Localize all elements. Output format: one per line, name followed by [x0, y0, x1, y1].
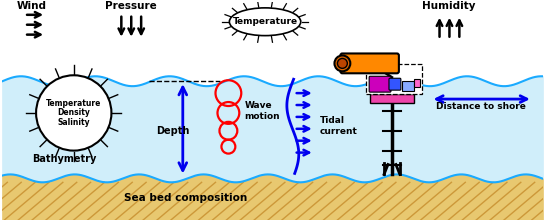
Text: Tidal
current: Tidal current: [319, 116, 358, 136]
Bar: [414, 79, 420, 87]
Bar: [402, 81, 414, 91]
Text: Bathymetry: Bathymetry: [32, 154, 96, 163]
FancyBboxPatch shape: [341, 53, 399, 73]
Circle shape: [36, 75, 111, 151]
Text: Salinity: Salinity: [57, 118, 90, 127]
Bar: [370, 94, 414, 103]
Text: Wind: Wind: [17, 1, 47, 11]
Text: Temperature: Temperature: [46, 99, 101, 108]
Text: Pressure: Pressure: [105, 1, 157, 11]
Ellipse shape: [229, 8, 301, 36]
Text: Density: Density: [57, 108, 90, 117]
Text: Humidity: Humidity: [422, 1, 475, 11]
Text: Distance to shore: Distance to shore: [436, 101, 526, 110]
Text: Temperature: Temperature: [233, 17, 298, 26]
Text: Sea bed composition: Sea bed composition: [124, 193, 247, 203]
Ellipse shape: [335, 55, 350, 71]
Bar: [366, 64, 422, 94]
Circle shape: [337, 59, 347, 68]
Text: Depth: Depth: [156, 126, 190, 136]
Text: Wave
motion: Wave motion: [244, 101, 280, 121]
FancyBboxPatch shape: [389, 78, 401, 90]
FancyBboxPatch shape: [369, 76, 391, 92]
